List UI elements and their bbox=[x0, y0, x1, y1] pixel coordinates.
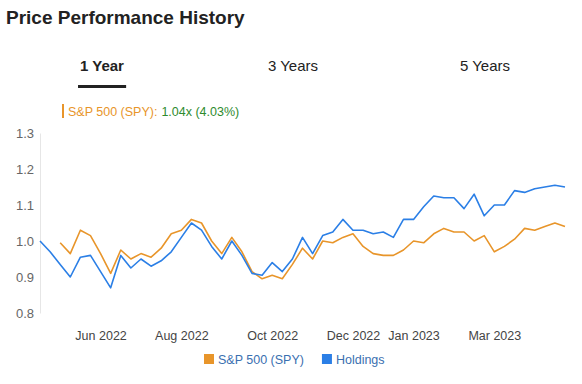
y-tick-label: 1.3 bbox=[16, 126, 34, 141]
x-axis: Jun 2022 Aug 2022 Oct 2022 Dec 2022 Jan 2023… bbox=[41, 313, 566, 343]
series-line bbox=[40, 185, 565, 288]
x-tick-label: Aug 2022 bbox=[155, 329, 209, 343]
title: Price Performance History bbox=[6, 7, 245, 28]
x-tick-label: Dec 2022 bbox=[327, 329, 381, 343]
annotation-marker bbox=[62, 104, 64, 118]
y-tick: 0.9 bbox=[16, 270, 40, 285]
x-tick: Mar 2023 bbox=[468, 313, 521, 343]
x-tick-label: Jun 2022 bbox=[75, 329, 126, 343]
plot-area bbox=[40, 185, 565, 288]
y-tick-label: 1.0 bbox=[16, 234, 34, 249]
legend: S&P 500 (SPY) Holdings bbox=[204, 353, 385, 367]
x-tick-label: Mar 2023 bbox=[468, 329, 521, 343]
x-tick: Jan 2023 bbox=[388, 313, 439, 343]
x-axis-line bbox=[41, 313, 566, 314]
x-tick: Jun 2022 bbox=[75, 313, 126, 343]
tab[interactable]: 1 Year bbox=[80, 57, 124, 74]
x-tick-label: Oct 2022 bbox=[247, 329, 298, 343]
legend-swatch bbox=[322, 354, 332, 364]
legend-label[interactable]: Holdings bbox=[336, 353, 385, 367]
x-tick: Dec 2022 bbox=[327, 313, 381, 343]
y-tick: 1.3 bbox=[16, 126, 40, 141]
y-tick-label: 1.2 bbox=[16, 162, 34, 177]
y-tick-label: 0.9 bbox=[16, 270, 34, 285]
legend-label[interactable]: S&P 500 (SPY) bbox=[218, 353, 304, 367]
legend-swatch bbox=[204, 354, 214, 364]
x-tick: Aug 2022 bbox=[155, 313, 209, 343]
y-tick: 1.2 bbox=[16, 162, 40, 177]
chart: Price Performance History 1 Year 3 Years 5 … bbox=[0, 0, 582, 384]
y-tick: 1.1 bbox=[16, 198, 40, 213]
tab-underline bbox=[78, 85, 126, 88]
series-line bbox=[60, 219, 565, 278]
tab[interactable]: 5 Years bbox=[460, 57, 510, 74]
y-axis-line bbox=[40, 134, 41, 314]
y-tick-label: 1.1 bbox=[16, 198, 34, 213]
y-tick-label: 0.8 bbox=[16, 306, 34, 321]
y-tick: 0.8 bbox=[16, 306, 40, 321]
annotation-value: 1.04x (4.03%) bbox=[161, 105, 239, 119]
tab[interactable]: 3 Years bbox=[268, 57, 318, 74]
x-tick-label: Jan 2023 bbox=[388, 329, 439, 343]
y-axis: 0.8 0.9 1.0 1.1 1.2 1.3 bbox=[16, 126, 41, 321]
annotation-label: S&P 500 (SPY): bbox=[68, 105, 157, 119]
y-tick: 1.0 bbox=[16, 234, 40, 249]
x-tick: Oct 2022 bbox=[247, 313, 298, 343]
